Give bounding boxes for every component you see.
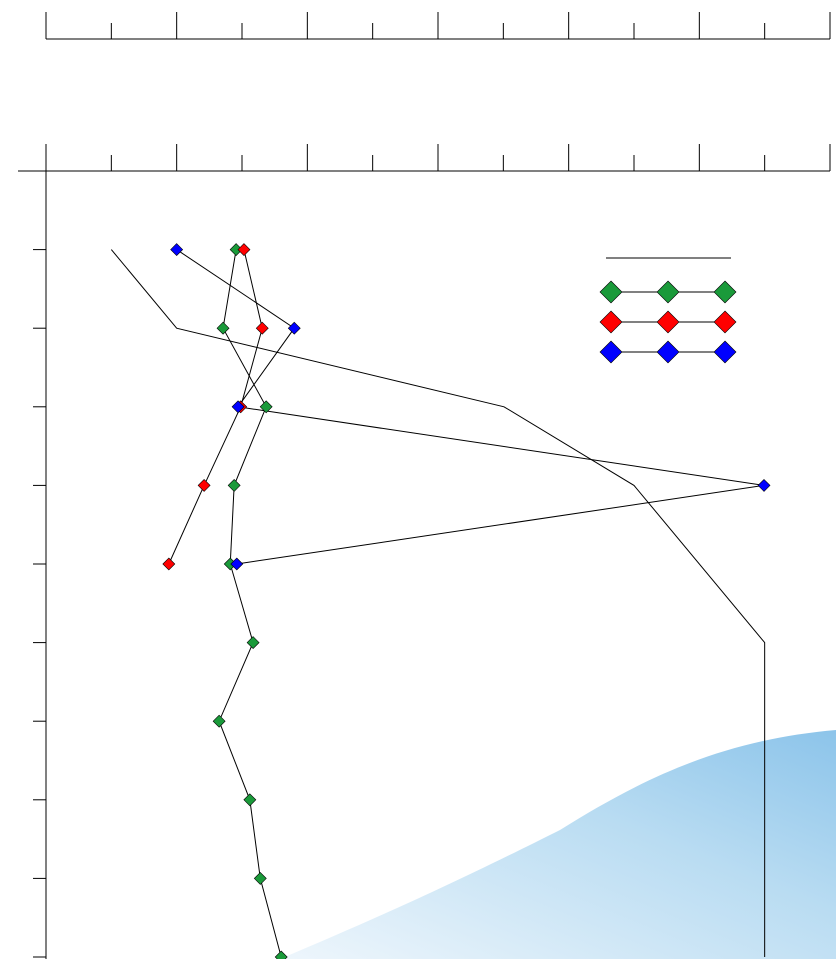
- point: [228, 479, 240, 491]
- point: [213, 715, 225, 727]
- point: [238, 244, 250, 256]
- legend-marker: [600, 311, 622, 333]
- legend-marker: [600, 281, 622, 303]
- legend-marker: [657, 281, 679, 303]
- legend-marker: [657, 341, 679, 363]
- point: [171, 244, 183, 256]
- background-shape: [280, 730, 836, 959]
- point: [217, 322, 229, 334]
- point: [198, 479, 210, 491]
- point: [256, 322, 268, 334]
- point: [260, 401, 272, 413]
- point: [758, 479, 770, 491]
- legend-marker: [657, 311, 679, 333]
- point: [254, 872, 266, 884]
- series-line: [219, 250, 281, 957]
- point: [163, 558, 175, 570]
- legend-marker: [600, 341, 622, 363]
- series-line: [169, 250, 262, 564]
- point: [288, 322, 300, 334]
- legend-marker: [714, 341, 736, 363]
- legend-marker: [714, 281, 736, 303]
- legend-marker: [714, 311, 736, 333]
- point: [231, 558, 243, 570]
- point: [247, 637, 259, 649]
- chart: [0, 0, 836, 959]
- point: [275, 951, 287, 959]
- point: [244, 794, 256, 806]
